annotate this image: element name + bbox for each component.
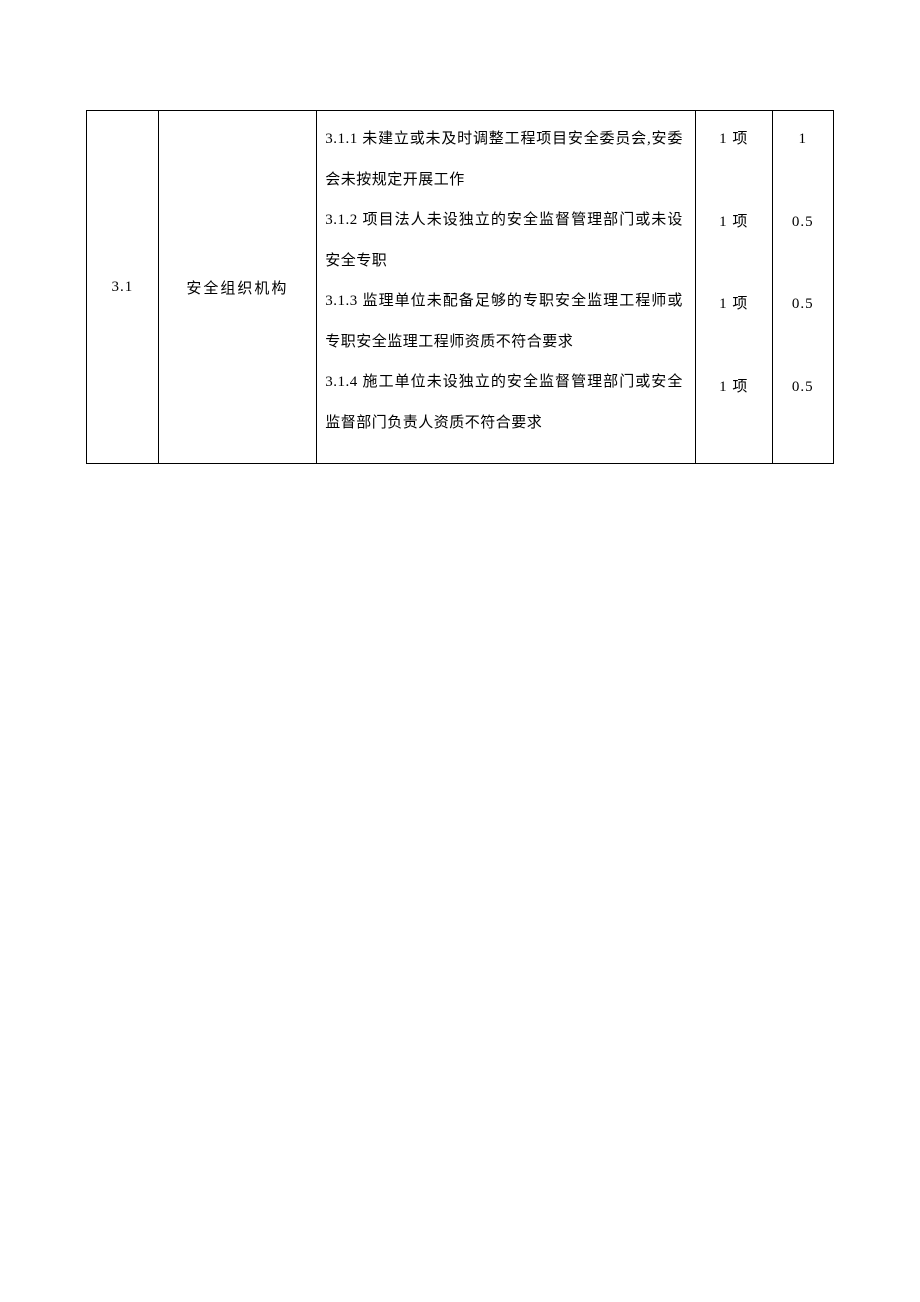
desc-item-1: 3.1.1 未建立或未及时调整工程项目安全委员会,安委会未按规定开展工作: [325, 119, 683, 200]
unit-spacer-3: [696, 325, 772, 367]
unit-1: 1 项: [696, 119, 772, 160]
cell-description: 3.1.1 未建立或未及时调整工程项目安全委员会,安委会未按规定开展工作 3.1…: [317, 111, 696, 464]
table-row: 3.1 安全组织机构 3.1.1 未建立或未及时调整工程项目安全委员会,安委会未…: [87, 111, 834, 464]
unit-3: 1 项: [696, 284, 772, 325]
score-1: 1: [773, 119, 833, 160]
cell-index: 3.1: [87, 111, 159, 464]
score-3: 0.5: [773, 284, 833, 325]
cell-score: 1 0.5 0.5 0.5: [772, 111, 833, 464]
score-spacer-3: [773, 325, 833, 367]
score-spacer-1: [773, 160, 833, 202]
desc-item-4: 3.1.4 施工单位未设独立的安全监督管理部门或安全监督部门负责人资质不符合要求: [325, 362, 683, 443]
index-text: 3.1: [111, 279, 133, 295]
unit-spacer-2: [696, 242, 772, 284]
unit-2: 1 项: [696, 202, 772, 243]
desc-item-2: 3.1.2 项目法人未设独立的安全监督管理部门或未设安全专职: [325, 200, 683, 281]
score-2: 0.5: [773, 202, 833, 243]
cell-category: 安全组织机构: [158, 111, 317, 464]
desc-item-3: 3.1.3 监理单位未配备足够的专职安全监理工程师或专职安全监理工程师资质不符合…: [325, 281, 683, 362]
category-text: 安全组织机构: [186, 281, 288, 297]
unit-spacer-1: [696, 160, 772, 202]
score-spacer-2: [773, 242, 833, 284]
unit-4: 1 项: [696, 367, 772, 408]
score-4: 0.5: [773, 367, 833, 408]
cell-unit: 1 项 1 项 1 项 1 项: [695, 111, 772, 464]
assessment-table: 3.1 安全组织机构 3.1.1 未建立或未及时调整工程项目安全委员会,安委会未…: [86, 110, 834, 464]
